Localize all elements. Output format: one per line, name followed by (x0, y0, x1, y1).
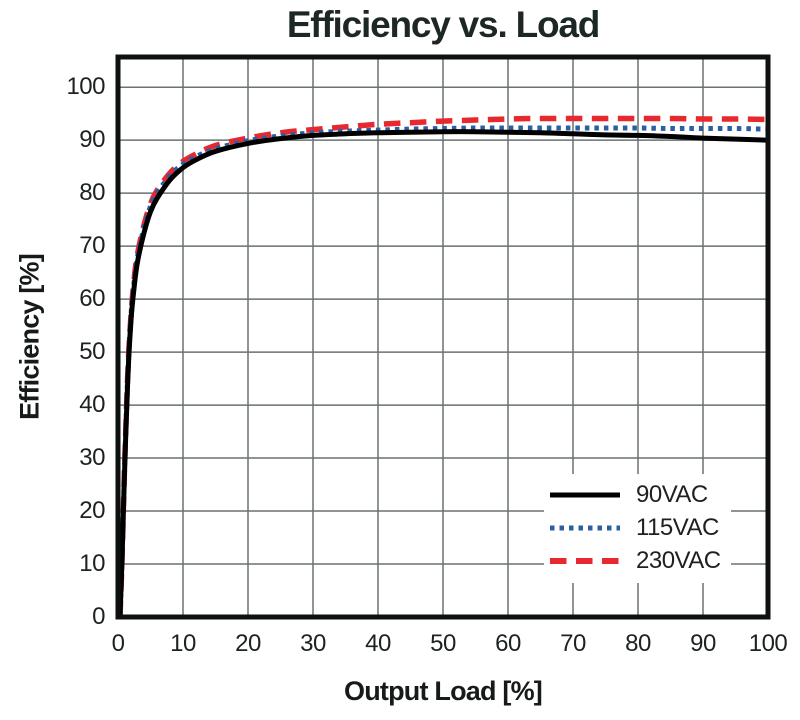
x-tick-label: 40 (365, 630, 391, 657)
y-tick-label: 90 (79, 126, 105, 154)
x-tick-label: 30 (300, 630, 326, 657)
x-tick-label: 80 (625, 630, 651, 657)
x-axis-title: Output Load [%] (344, 676, 543, 706)
y-tick-label: 60 (79, 285, 105, 313)
y-tick-label: 20 (79, 497, 105, 525)
series-line-115vac (118, 125, 768, 617)
y-tick-label: 10 (79, 550, 105, 578)
legend: 90VAC 115VAC 230VAC (544, 474, 731, 583)
legend-label: 90VAC (636, 480, 708, 508)
legend-line-sample-solid (550, 492, 620, 497)
y-tick-label: 70 (79, 232, 105, 260)
series-line-90vac (118, 129, 768, 617)
plot-frame (115, 54, 771, 620)
series (118, 115, 768, 617)
legend-label: 230VAC (636, 546, 721, 574)
y-tick-label: 100 (66, 73, 105, 101)
legend-item-230vac: 230VAC (550, 544, 721, 577)
x-tick-label: 0 (111, 630, 125, 657)
series-line-230vac (118, 115, 768, 617)
x-tick-label: 70 (560, 630, 586, 657)
x-tick-label: 50 (430, 630, 456, 657)
chart-title: Efficiency vs. Load (286, 4, 601, 45)
y-axis-title: Efficiency [%] (14, 254, 45, 420)
x-tick-label: 90 (690, 630, 716, 657)
x-tick-label: 20 (235, 630, 261, 657)
y-tick-label: 50 (79, 338, 105, 366)
legend-item-90vac: 90VAC (550, 478, 721, 511)
legend-line-sample-dotted (550, 525, 620, 530)
y-tick-label: 30 (79, 444, 105, 472)
x-tick-label: 60 (495, 630, 521, 657)
x-tick-label: 100 (748, 630, 788, 657)
legend-line-sample-dashed (550, 557, 620, 564)
y-tick-label: 80 (79, 179, 105, 207)
legend-item-115vac: 115VAC (550, 511, 721, 544)
y-tick-label: 0 (92, 603, 105, 630)
y-tick-label: 40 (79, 391, 105, 419)
x-tick-label: 10 (170, 630, 196, 657)
legend-label: 115VAC (636, 513, 719, 541)
